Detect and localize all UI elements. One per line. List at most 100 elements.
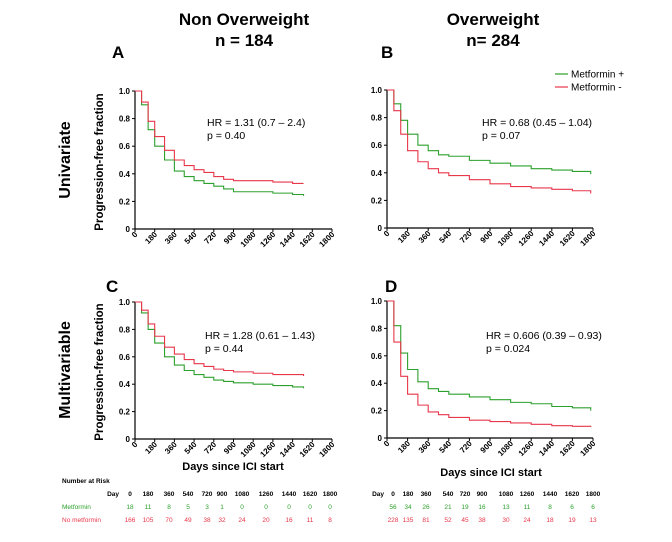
risk-count: 38 bbox=[478, 517, 486, 524]
risk-count: 105 bbox=[143, 517, 154, 524]
risk-count: 16 bbox=[285, 517, 293, 524]
x-tick-label: 360 bbox=[163, 440, 179, 456]
risk-day-value: 1800 bbox=[323, 491, 338, 498]
x-tick-label: 900 bbox=[222, 440, 238, 456]
legend-label-metformin-plus: Metformin + bbox=[571, 70, 624, 81]
y-tick-label: 0.6 bbox=[371, 352, 383, 361]
x-tick-label: 1620 bbox=[558, 229, 577, 248]
x-tick-label: 1800 bbox=[317, 230, 336, 249]
risk-count: 52 bbox=[444, 517, 452, 524]
x-tick-label: 180 bbox=[396, 229, 412, 245]
y-tick-label: 1.0 bbox=[119, 87, 131, 96]
x-tick-label: 900 bbox=[479, 439, 495, 455]
y-axis-label: Progression-free fraction bbox=[94, 303, 106, 440]
risk-count: 11 bbox=[145, 504, 152, 511]
x-tick-label: 0 bbox=[382, 439, 392, 449]
series-line-metformin-minus bbox=[135, 90, 304, 185]
legend-label-metformin-minus: Metformin - bbox=[571, 83, 622, 94]
series-line-metformin-minus bbox=[135, 301, 305, 376]
hazard-ratio-text: HR = 0.68 (0.45 – 1.04) bbox=[482, 117, 592, 129]
risk-count: 6 bbox=[570, 504, 574, 511]
risk-count: 70 bbox=[165, 517, 173, 524]
x-tick-label: 0 bbox=[382, 229, 392, 239]
x-tick-label: 720 bbox=[202, 440, 218, 456]
risk-count: 228 bbox=[388, 517, 399, 524]
y-tick-label: 0.4 bbox=[371, 169, 383, 178]
x-tick-label: 180 bbox=[143, 230, 159, 246]
y-tick-label: 0.8 bbox=[371, 324, 383, 333]
risk-day-value: 1080 bbox=[235, 491, 250, 498]
risk-count: 11 bbox=[524, 504, 531, 511]
risk-count: 6 bbox=[591, 504, 595, 511]
p-value-text: p = 0.024 bbox=[486, 343, 530, 355]
p-value-text: p = 0.07 bbox=[482, 130, 520, 142]
risk-count: 135 bbox=[403, 517, 414, 524]
y-tick-label: 0.8 bbox=[119, 325, 131, 334]
risk-row-label-no-metformin: No metformin bbox=[62, 517, 101, 524]
series-line-metformin-plus bbox=[387, 89, 592, 175]
risk-day-value: 1440 bbox=[282, 491, 297, 498]
risk-count: 11 bbox=[307, 517, 314, 524]
x-axis-label: Days since ICI start bbox=[182, 461, 284, 473]
risk-count: 0 bbox=[328, 504, 332, 511]
risk-count: 13 bbox=[502, 504, 510, 511]
col-left-n: n = 184 bbox=[215, 31, 274, 50]
x-tick-label: 1260 bbox=[517, 229, 536, 248]
x-tick-label: 1800 bbox=[317, 440, 336, 459]
risk-day-value: 0 bbox=[128, 491, 132, 498]
risk-count: 30 bbox=[502, 517, 510, 524]
risk-count: 45 bbox=[461, 517, 469, 524]
risk-count: 0 bbox=[287, 504, 291, 511]
risk-table-left: Number at Risk Day Metformin No metformi… bbox=[62, 478, 338, 524]
x-tick-label: 720 bbox=[458, 229, 474, 245]
risk-day-value: 1800 bbox=[586, 491, 601, 498]
x-tick-label: 540 bbox=[183, 440, 199, 456]
x-tick-label: 1080 bbox=[496, 439, 515, 458]
x-tick-label: 1800 bbox=[578, 229, 597, 248]
risk-count: 32 bbox=[218, 517, 226, 524]
y-tick-label: 0 bbox=[378, 224, 383, 233]
risk-count: 166 bbox=[125, 517, 136, 524]
risk-count: 24 bbox=[523, 517, 531, 524]
risk-count: 26 bbox=[422, 504, 430, 511]
y-axis-label: Progression-free fraction bbox=[94, 93, 106, 230]
y-tick-label: 0.8 bbox=[371, 114, 383, 123]
y-tick-label: 1.0 bbox=[371, 297, 383, 306]
x-tick-label: 1440 bbox=[278, 230, 297, 249]
x-tick-label: 540 bbox=[437, 229, 453, 245]
y-tick-label: 0.2 bbox=[371, 407, 383, 416]
x-tick-label: 180 bbox=[143, 440, 159, 456]
y-tick-label: 0 bbox=[378, 434, 383, 443]
series-line-metformin-plus bbox=[387, 300, 592, 411]
y-tick-label: 0.6 bbox=[119, 142, 131, 151]
series-line-metformin-plus bbox=[135, 90, 305, 196]
x-tick-label: 1620 bbox=[298, 440, 317, 459]
x-tick-label: 1440 bbox=[278, 440, 297, 459]
risk-count: 13 bbox=[589, 517, 597, 524]
risk-day-value: 360 bbox=[164, 491, 175, 498]
risk-day-value: 180 bbox=[403, 491, 414, 498]
risk-day-value: 1080 bbox=[499, 491, 514, 498]
risk-count: 3 bbox=[205, 504, 209, 511]
x-tick-label: 1800 bbox=[578, 439, 597, 458]
col-left-title: Non Overweight bbox=[179, 10, 310, 29]
risk-day-value: 0 bbox=[391, 491, 395, 498]
risk-count: 8 bbox=[328, 517, 332, 524]
risk-count: 19 bbox=[461, 504, 469, 511]
y-tick-label: 0.4 bbox=[119, 380, 131, 389]
risk-count: 24 bbox=[238, 517, 246, 524]
x-axis-label: Days since ICI start bbox=[440, 467, 542, 479]
y-tick-label: 0.6 bbox=[371, 141, 383, 150]
risk-day-value: 1620 bbox=[303, 491, 318, 498]
y-tick-label: 0.4 bbox=[119, 170, 131, 179]
x-tick-label: 0 bbox=[130, 440, 140, 450]
risk-count: 0 bbox=[308, 504, 312, 511]
risk-count: 21 bbox=[444, 504, 452, 511]
x-tick-label: 720 bbox=[202, 230, 218, 246]
y-tick-label: 0.2 bbox=[119, 197, 131, 206]
panel-letter: A bbox=[112, 43, 124, 62]
risk-count: 8 bbox=[548, 504, 552, 511]
risk-day-value: 540 bbox=[443, 491, 454, 498]
x-tick-label: 360 bbox=[417, 229, 433, 245]
